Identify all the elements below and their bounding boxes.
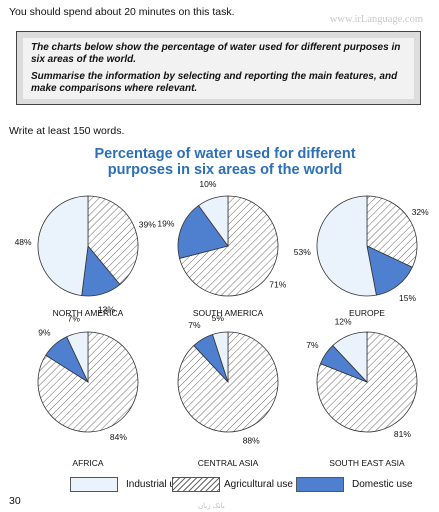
legend-label-agricultural: Agricultural use (224, 479, 293, 490)
chart-title-line-2: purposes in six areas of the world (107, 162, 343, 178)
pie-label-north-america-agricultural: 39% (139, 220, 156, 230)
region-label-europe: EUROPE (349, 308, 385, 318)
task-prompt-instruction: Summarise the information by selecting a… (31, 71, 398, 94)
legend-swatch-industrial (70, 477, 118, 492)
pie-label-europe-agricultural: 32% (412, 207, 429, 217)
pie-label-africa-agricultural: 84% (110, 432, 127, 442)
task-prompt-description: The charts below show the percentage of … (31, 42, 401, 65)
chart-title-line-1: Percentage of water used for different (94, 146, 356, 162)
pie-label-europe-domestic: 15% (399, 293, 416, 303)
pie-slice-europe-agricultural (366, 195, 418, 268)
pie-slice-north-america-agricultural (87, 195, 139, 286)
pie-label-europe-industrial: 53% (294, 247, 311, 257)
pie-slice-central-asia-industrial (212, 331, 229, 383)
legend-swatch-agricultural (172, 477, 220, 492)
legend-label-industrial: Industrial use (126, 479, 186, 490)
pie-slice-north-america-industrial (37, 195, 89, 297)
pie-label-north-america-domestic: 13% (98, 304, 115, 314)
region-label-south-east-asia: SOUTH EAST ASIA (329, 458, 405, 468)
pie-label-south-east-asia-domestic: 7% (306, 340, 319, 350)
time-instruction: You should spend about 20 minutes on thi… (9, 6, 235, 18)
page-number: 30 (9, 495, 21, 507)
task-box: The charts below show the percentage of … (16, 31, 421, 105)
pie-slice-south-east-asia-industrial (332, 331, 368, 384)
pie-label-central-asia-agricultural: 88% (243, 436, 260, 446)
pie-label-africa-industrial: 7% (68, 314, 81, 324)
pie-label-south-east-asia-agricultural: 81% (394, 429, 411, 439)
pie-label-south-america-domestic: 19% (157, 219, 174, 229)
region-label-africa: AFRICA (72, 458, 104, 468)
legend-label-domestic: Domestic use (352, 479, 413, 490)
region-label-central-asia: CENTRAL ASIA (198, 458, 259, 468)
pie-label-central-asia-industrial: 5% (212, 313, 225, 323)
region-label-north-america: NORTH AMERICA (53, 308, 124, 318)
chart-title: Percentage of water used for different p… (60, 146, 390, 178)
pie-label-north-america-industrial: 48% (15, 237, 32, 247)
pie-slice-south-america-agricultural (179, 195, 279, 297)
pie-label-africa-domestic: 9% (38, 328, 51, 338)
task-inner: The charts below show the percentage of … (23, 38, 414, 99)
pie-slice-south-america-industrial (198, 195, 229, 248)
legend-swatch-domestic (296, 477, 344, 492)
pie-label-central-asia-domestic: 7% (188, 320, 201, 330)
pie-label-south-east-asia-industrial: 12% (335, 317, 352, 327)
pie-slice-africa-industrial (66, 331, 89, 383)
pie-label-south-america-industrial: 10% (199, 179, 216, 189)
pie-slice-europe-industrial (316, 195, 377, 297)
watermark-text: www.irLanguage.com (329, 14, 423, 25)
region-label-south-america: SOUTH AMERICA (193, 308, 264, 318)
footer-mark: بانک زبان (198, 503, 225, 510)
pie-label-south-america-agricultural: 71% (269, 280, 286, 290)
word-count-instruction: Write at least 150 words. (9, 125, 125, 137)
pie-slice-south-america-domestic (177, 204, 229, 259)
